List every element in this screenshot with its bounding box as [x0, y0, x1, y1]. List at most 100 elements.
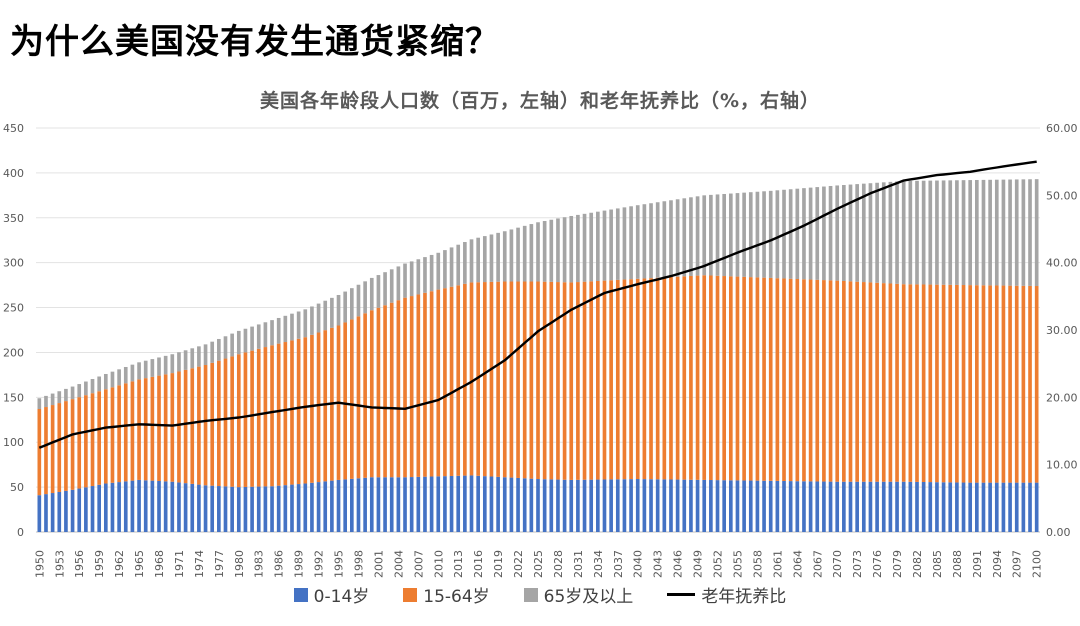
bar-65岁及以上	[482, 236, 487, 283]
bar-65岁及以上	[775, 190, 780, 279]
bar-0-14岁	[861, 481, 866, 532]
bar-0-14岁	[529, 478, 534, 532]
bar-65岁及以上	[502, 231, 507, 282]
bar-65岁及以上	[728, 193, 733, 277]
bar-0-14岁	[615, 479, 620, 532]
legend: 0-14岁 15-64岁 65岁及以上 老年抚养比	[0, 582, 1080, 607]
bar-65岁及以上	[443, 250, 447, 289]
bar-0-14岁	[602, 479, 607, 532]
bar-15-64岁	[157, 375, 161, 482]
bar-0-14岁	[223, 486, 228, 532]
x-tick-label: 2034	[592, 550, 605, 578]
bar-15-64岁	[602, 280, 607, 480]
bar-0-14岁	[369, 477, 374, 532]
y-left-tick-label: 100	[3, 436, 24, 449]
bar-0-14岁	[815, 481, 820, 532]
bar-15-64岁	[562, 282, 567, 480]
bar-0-14岁	[137, 479, 141, 532]
bar-65岁及以上	[842, 185, 846, 281]
bar-65岁及以上	[130, 364, 135, 382]
x-tick-label: 2049	[692, 550, 705, 578]
bar-15-64岁	[802, 279, 806, 482]
bar-15-64岁	[84, 395, 88, 488]
x-tick-label: 1965	[133, 550, 146, 578]
bar-15-64岁	[369, 310, 374, 478]
bar-15-64岁	[649, 278, 653, 480]
bar-0-14岁	[203, 485, 208, 532]
bar-15-64岁	[290, 340, 294, 485]
y-left-tick-label: 150	[3, 391, 24, 404]
bar-65岁及以上	[602, 210, 607, 281]
bar-65岁及以上	[968, 180, 973, 286]
bar-15-64岁	[70, 399, 75, 490]
y-left-tick-label: 200	[3, 346, 24, 359]
bar-15-64岁	[895, 283, 899, 482]
x-tick-label: 1983	[253, 550, 266, 578]
bar-15-64岁	[629, 279, 633, 480]
bar-65岁及以上	[795, 188, 800, 280]
bar-15-64岁	[256, 348, 261, 487]
bar-15-64岁	[502, 281, 507, 478]
bar-65岁及以上	[675, 199, 680, 277]
bar-0-14岁	[868, 481, 873, 532]
bar-0-14岁	[330, 480, 334, 532]
bar-15-64岁	[695, 275, 700, 480]
bar-15-64岁	[44, 407, 48, 495]
bar-65岁及以上	[429, 254, 434, 292]
bar-65岁及以上	[715, 194, 720, 276]
bar-65岁及以上	[895, 181, 899, 284]
legend-item-dependency-ratio: 老年抚养比	[667, 582, 786, 607]
bar-0-14岁	[323, 481, 328, 532]
bar-65岁及以上	[210, 341, 215, 363]
bar-15-64岁	[376, 307, 381, 478]
bar-15-64岁	[808, 279, 813, 482]
bar-15-64岁	[496, 281, 500, 477]
bar-65岁及以上	[549, 219, 554, 282]
bar-15-64岁	[310, 334, 314, 483]
bar-65岁及以上	[835, 185, 840, 281]
chart-title: 美国各年龄段人口数（百万，左轴）和老年抚养比（%，右轴）	[259, 90, 821, 112]
bar-65岁及以上	[489, 234, 494, 282]
bar-65岁及以上	[316, 303, 321, 333]
bar-65岁及以上	[709, 194, 713, 276]
bar-15-64岁	[988, 285, 992, 483]
x-tick-label: 2013	[452, 550, 465, 578]
bar-65岁及以上	[57, 391, 62, 404]
bar-15-64岁	[436, 289, 441, 477]
bar-15-64岁	[828, 280, 833, 482]
x-tick-label: 1950	[33, 550, 46, 578]
bar-65岁及以上	[270, 320, 274, 346]
bar-65岁及以上	[157, 357, 161, 376]
x-tick-label: 2031	[572, 550, 585, 578]
bar-65岁及以上	[449, 247, 454, 287]
bar-65岁及以上	[303, 309, 308, 338]
bar-65岁及以上	[330, 297, 334, 328]
bar-65岁及以上	[975, 179, 979, 286]
bar-0-14岁	[562, 479, 567, 532]
bar-15-64岁	[57, 403, 62, 492]
bar-65岁及以上	[629, 206, 633, 280]
bar-0-14岁	[961, 482, 966, 532]
bar-0-14岁	[217, 486, 221, 532]
x-tick-label: 1989	[293, 550, 306, 578]
bar-65岁及以上	[928, 180, 933, 285]
bar-0-14岁	[941, 482, 946, 532]
bar-0-14岁	[236, 487, 241, 532]
bar-0-14岁	[1034, 482, 1039, 532]
bar-15-64岁	[915, 284, 919, 482]
bar-0-14岁	[243, 486, 248, 532]
bar-0-14岁	[463, 475, 467, 532]
bar-65岁及以上	[941, 180, 946, 285]
bar-15-64岁	[968, 285, 973, 483]
bar-0-14岁	[316, 482, 321, 532]
bar-65岁及以上	[1028, 179, 1032, 286]
x-tick-label: 1992	[313, 550, 326, 578]
bar-15-64岁	[835, 280, 840, 482]
y-right-tick-label: 30.00	[1046, 324, 1078, 337]
bar-65岁及以上	[123, 366, 128, 384]
bar-0-14岁	[649, 479, 653, 532]
bar-15-64岁	[409, 296, 414, 478]
x-tick-label: 1995	[333, 550, 346, 578]
bar-15-64岁	[64, 401, 68, 491]
